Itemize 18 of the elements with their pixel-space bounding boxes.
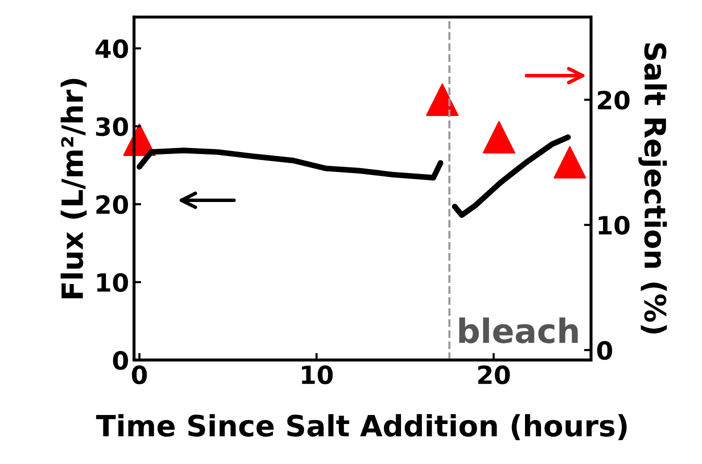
point <box>554 146 586 179</box>
ref-line-label: bleach <box>459 318 578 344</box>
y2-tick-label: 10 <box>598 216 630 235</box>
y-tick-label: 30 <box>96 117 128 136</box>
y2-axis-title: Salt Rejection (%) <box>638 43 667 334</box>
y-tick-label: 40 <box>96 39 128 58</box>
y-tick-label: 10 <box>97 273 128 292</box>
y2-tick-label: 0 <box>597 340 612 360</box>
y2-tick-label: 20 <box>598 90 630 110</box>
point <box>482 121 516 154</box>
y-axis-title: Flux (L/m²/hr) <box>60 78 87 298</box>
x-tick-label: 0 <box>132 365 147 384</box>
point <box>426 84 459 116</box>
x-axis-title: Time Since Salt Addition (hours) <box>96 414 627 440</box>
x-tick-label: 10 <box>302 365 333 384</box>
y-tick-label: 20 <box>96 195 128 214</box>
x-tick-label: 20 <box>478 365 510 384</box>
y-tick-label: 0 <box>113 351 128 370</box>
